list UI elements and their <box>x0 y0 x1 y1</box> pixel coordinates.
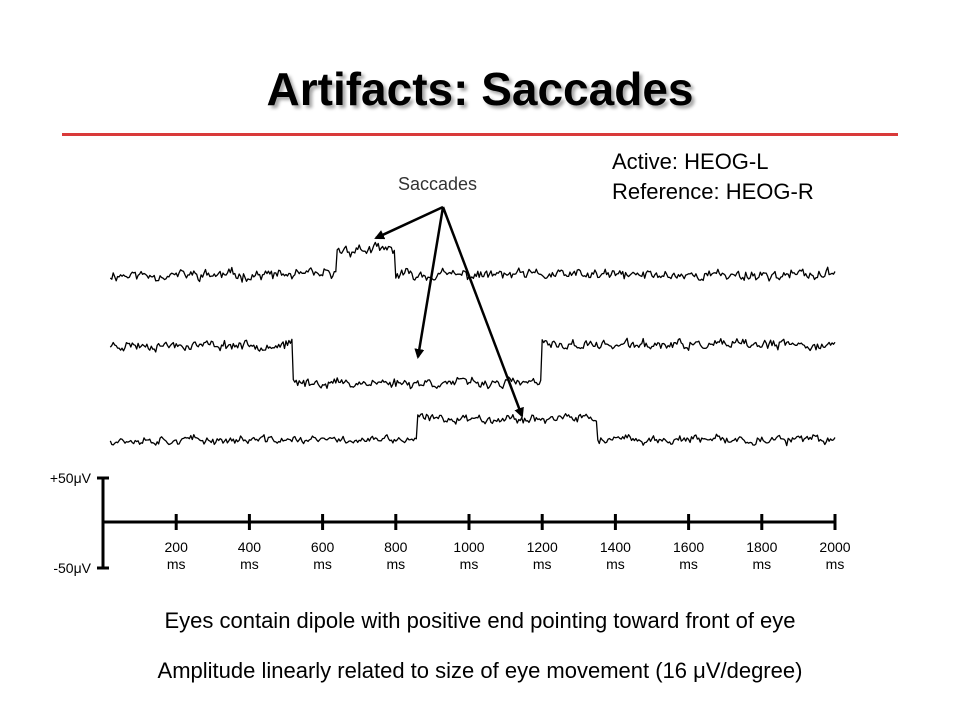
active-electrode-label: Active: HEOG-L <box>612 149 769 174</box>
x-tick-label-2000: 2000 ms <box>819 539 850 572</box>
x-tick-label-1200: 1200 ms <box>527 539 558 572</box>
x-tick-label-1600: 1600 ms <box>673 539 704 572</box>
title-divider <box>62 133 898 136</box>
time-axis: +50μV -50μV 200 ms 400 ms 600 ms 800 ms 1000 ms 1200… <box>50 470 851 576</box>
x-tick-label-1800: 1800 ms <box>746 539 777 572</box>
caption-dipole: Eyes contain dipole with positive end po… <box>164 608 796 633</box>
saccades-label: Saccades <box>398 174 477 194</box>
caption-amplitude: Amplitude linearly related to size of ey… <box>157 658 803 683</box>
x-tick-label-1000: 1000 ms <box>453 539 484 572</box>
eog-trace-1 <box>109 241 836 283</box>
x-tick-label-600: 600 ms <box>311 539 335 572</box>
eog-trace-3 <box>109 413 836 447</box>
reference-electrode-label: Reference: HEOG-R <box>612 179 814 204</box>
amplitude-bottom-label: -50μV <box>53 560 91 576</box>
saccade-arrow-1 <box>374 205 444 240</box>
x-tick-label-800: 800 ms <box>384 539 408 572</box>
x-tick-label-200: 200 ms <box>165 539 189 572</box>
slide-title: Artifacts: Saccades <box>266 63 694 115</box>
saccades-annotation: Saccades <box>374 174 524 418</box>
x-tick-label-400: 400 ms <box>238 539 262 572</box>
electrode-info: Active: HEOG-L Reference: HEOG-R <box>612 147 814 207</box>
saccade-arrow-2 <box>414 206 445 359</box>
x-tick-label-1400: 1400 ms <box>600 539 631 572</box>
amplitude-top-label: +50μV <box>50 470 92 486</box>
eog-trace-2 <box>109 337 836 390</box>
saccade-arrow-3 <box>441 206 524 418</box>
eog-traces <box>109 241 836 447</box>
